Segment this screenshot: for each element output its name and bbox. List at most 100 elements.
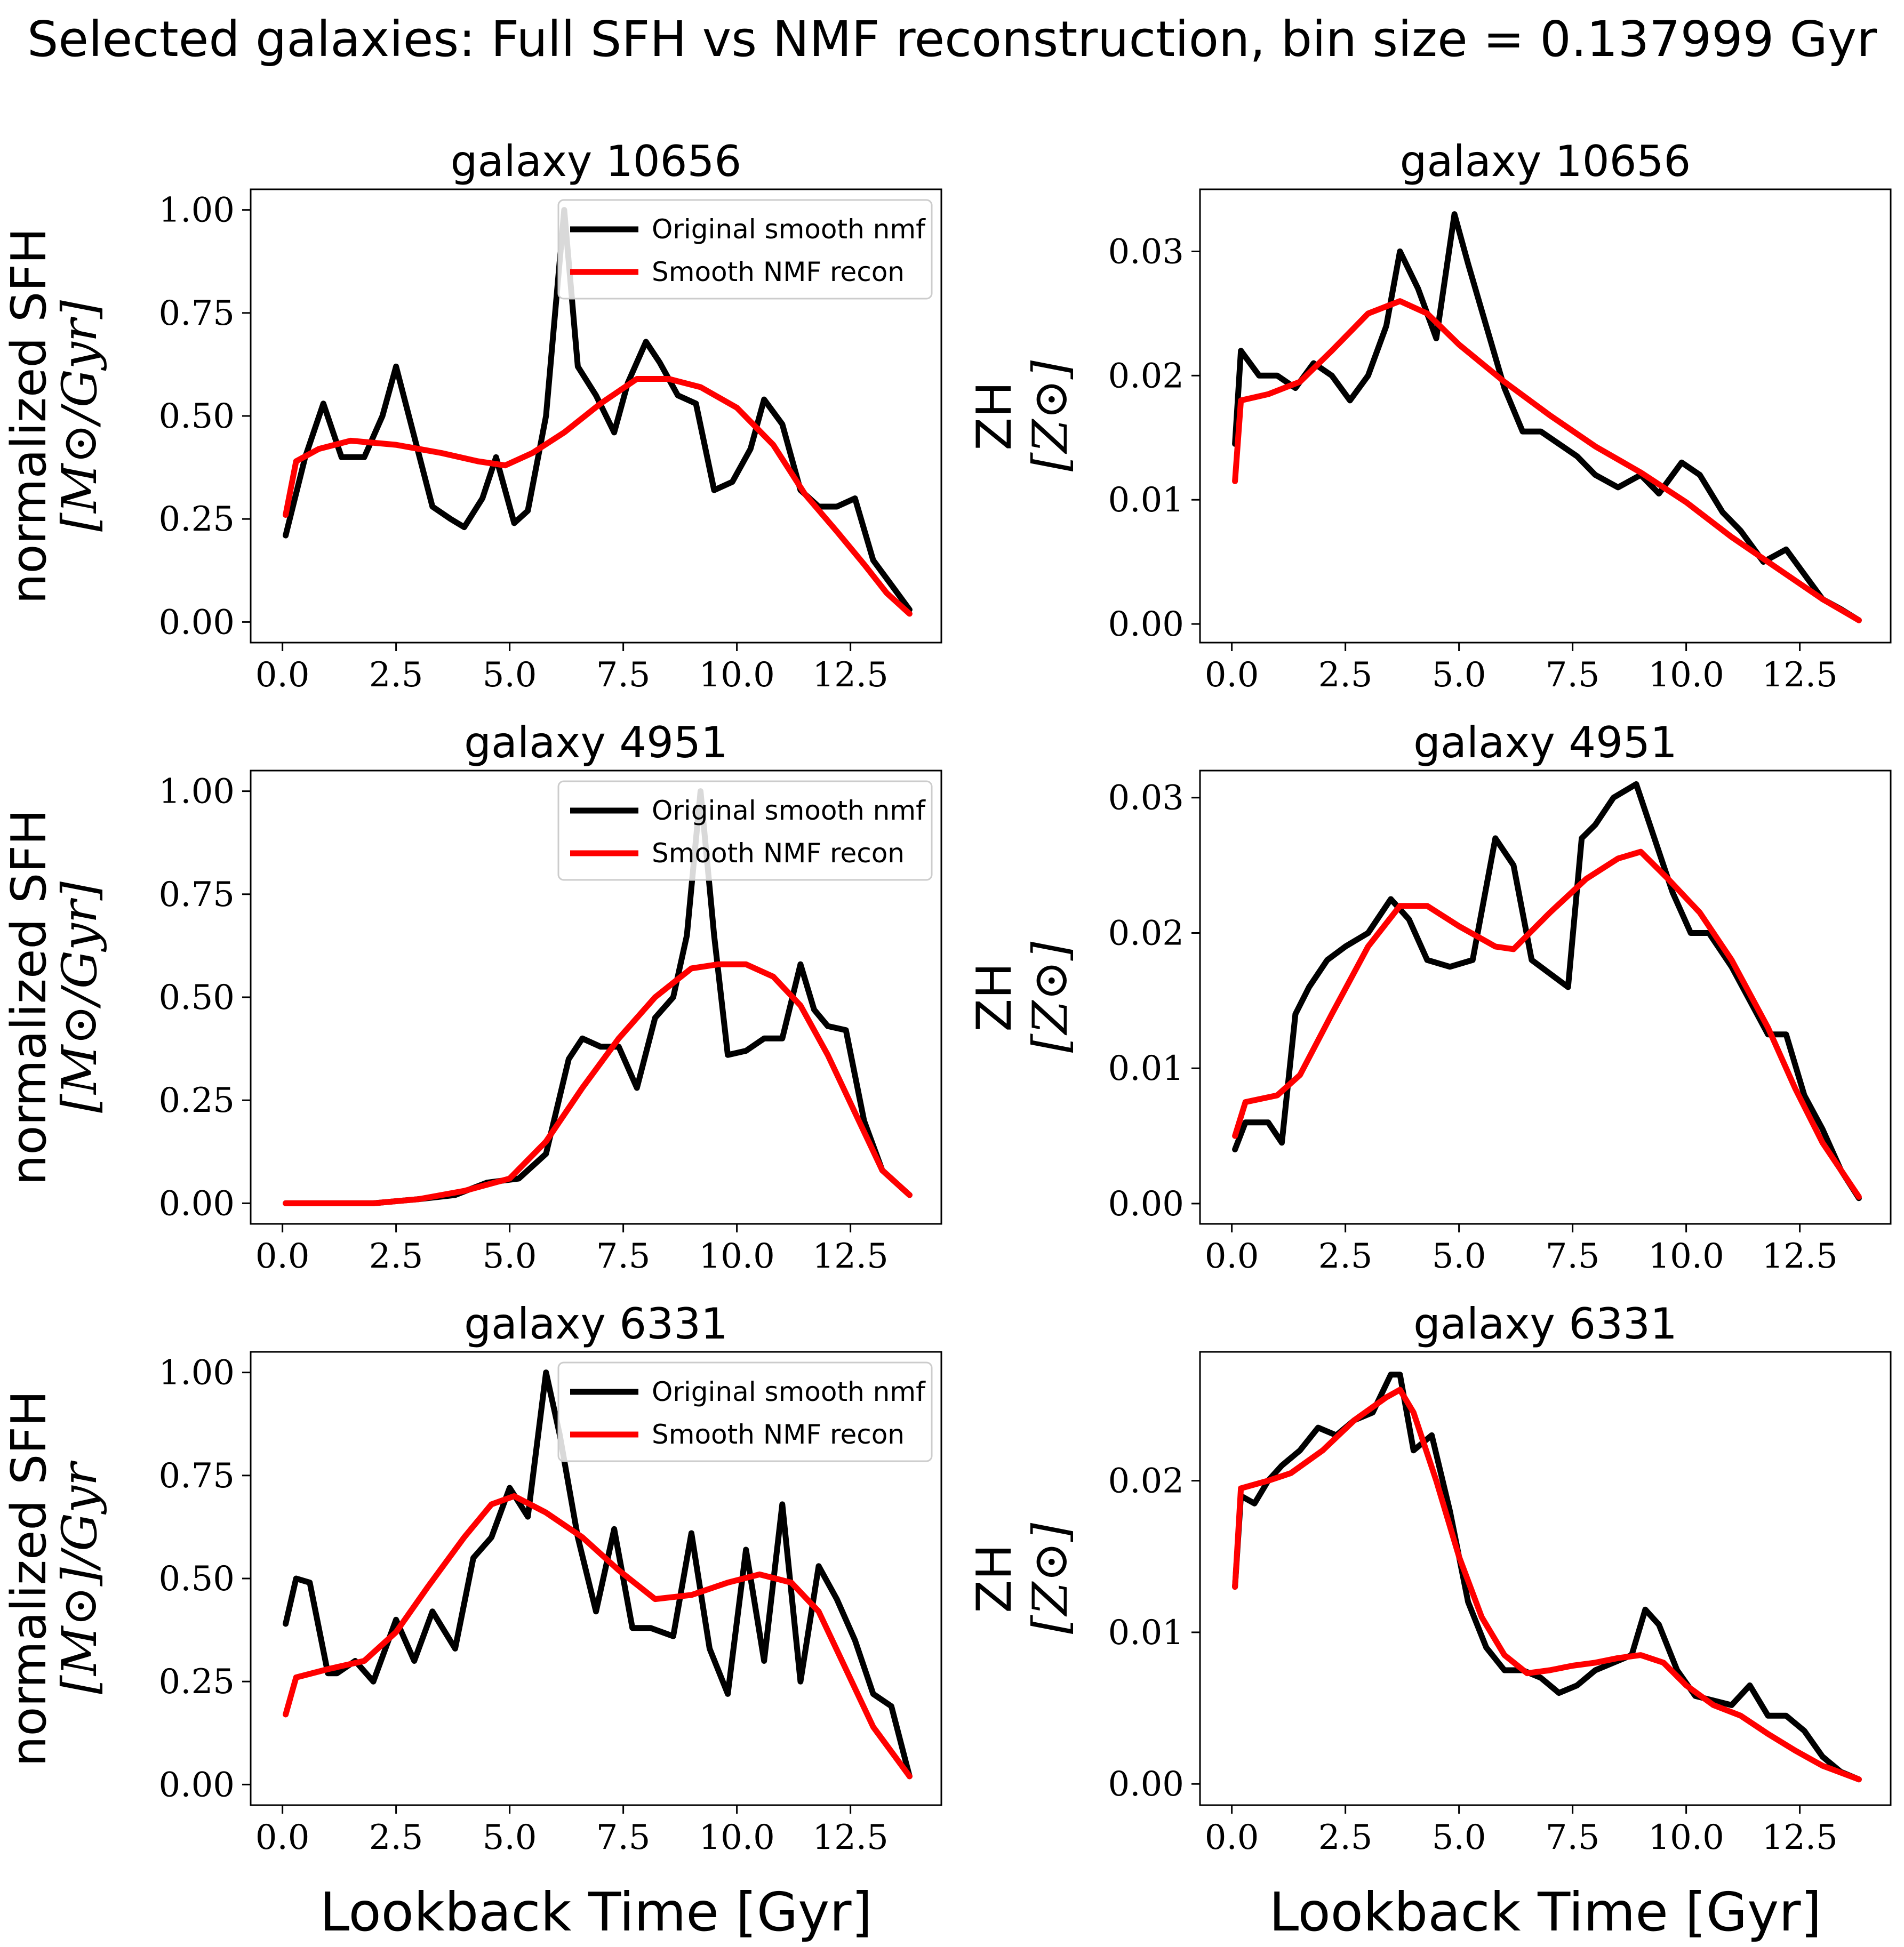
- panel-title: galaxy 4951: [1413, 718, 1677, 767]
- y-tick-label: 0.00: [159, 1184, 235, 1223]
- x-tick-label: 5.0: [1432, 1237, 1486, 1276]
- y-tick-label: 0.75: [159, 875, 235, 915]
- y-axis-label: ZH: [966, 1544, 1022, 1613]
- plot-frame: [1199, 1351, 1892, 1806]
- y-tick-label: 0.00: [1108, 1765, 1185, 1804]
- y-axis-label: ZH: [966, 963, 1022, 1031]
- x-tick-label: 7.5: [1546, 1237, 1600, 1276]
- x-tick-label: 10.0: [1648, 655, 1724, 695]
- y-axis-unit-label: [M⊙/Gyr]: [52, 881, 108, 1113]
- y-tick-label: 0.00: [1108, 1184, 1185, 1224]
- panel-title: galaxy 10656: [1400, 137, 1691, 186]
- legend-box: [557, 780, 933, 881]
- y-tick-label: 0.03: [1108, 232, 1185, 271]
- series-line-recon: [283, 1493, 913, 1780]
- x-tick-label: 2.5: [1318, 1818, 1373, 1857]
- x-tick-label: 0.0: [255, 1818, 310, 1857]
- x-tick-label: 12.5: [812, 655, 889, 695]
- series-line-recon: [283, 961, 913, 1206]
- plot-frame: [1199, 770, 1892, 1225]
- x-tick-label: 0.0: [1205, 1818, 1259, 1857]
- legend: Original smooth nmf Smooth NMF recon: [557, 780, 933, 881]
- y-axis-label: normalized SFH: [1, 228, 57, 604]
- x-tick-label: 12.5: [1762, 1818, 1838, 1857]
- x-tick-label: 5.0: [483, 1818, 537, 1857]
- x-tick-label: 0.0: [255, 1237, 310, 1276]
- y-tick-label: 0.50: [159, 1559, 235, 1599]
- y-tick-label: 0.25: [159, 1081, 235, 1120]
- legend-label: Original smooth nmf: [652, 795, 926, 826]
- figure-title: Selected galaxies: Full SFH vs NMF recon…: [27, 11, 1877, 68]
- y-tick-label: 0.01: [1108, 480, 1185, 520]
- legend-box: [557, 1361, 933, 1462]
- chart-panel-1: galaxy 10656 0.0 2.5 5.0 7.5 10.0 12.5 0.00 0.25…: [1, 137, 942, 695]
- y-tick-label: 0.25: [159, 500, 235, 539]
- x-tick-label: 5.0: [1432, 655, 1486, 695]
- x-tick-label: 10.0: [699, 1818, 775, 1857]
- legend-box: [557, 199, 933, 300]
- x-tick-label: 5.0: [1432, 1818, 1486, 1857]
- panel-title: galaxy 10656: [451, 137, 742, 186]
- x-axis-label: Lookback Time [Gyr]: [1269, 1881, 1822, 1943]
- x-axis-label: Lookback Time [Gyr]: [320, 1881, 873, 1943]
- chart-panel-6: galaxy 6331 0.0 2.5 5.0 7.5 10.0 12.5 0.00 0.01 0…: [966, 1299, 1892, 1943]
- series-line-recon: [1232, 848, 1862, 1200]
- x-tick-label: 10.0: [1648, 1237, 1724, 1276]
- x-tick-label: 0.0: [1205, 1237, 1259, 1276]
- panel-title: galaxy 6331: [1413, 1299, 1677, 1349]
- x-tick-label: 5.0: [483, 655, 537, 695]
- x-tick-label: 10.0: [699, 1237, 775, 1276]
- y-tick-label: 0.01: [1108, 1613, 1185, 1653]
- y-axis-unit-label: [Z⊙]: [1022, 360, 1078, 471]
- series-line-original: [283, 1369, 913, 1780]
- series-line-recon: [283, 376, 913, 617]
- series-line-recon: [1232, 1387, 1862, 1783]
- legend-label: Original smooth nmf: [652, 214, 926, 245]
- plot-frame: [1199, 188, 1892, 644]
- legend: Original smooth nmf Smooth NMF recon: [557, 199, 933, 300]
- x-tick-label: 7.5: [1546, 1818, 1600, 1857]
- chart-panel-3: galaxy 4951 0.0 2.5 5.0 7.5 10.0 12.5 0.00 0.25 0…: [1, 718, 942, 1276]
- y-tick-label: 0.75: [159, 294, 235, 333]
- chart-panel-4: galaxy 4951 0.0 2.5 5.0 7.5 10.0 12.5 0.00 0.01 0…: [966, 718, 1892, 1276]
- x-tick-label: 7.5: [596, 655, 651, 695]
- y-tick-label: 1.00: [159, 772, 235, 812]
- x-tick-label: 7.5: [1546, 655, 1600, 695]
- y-axis-label: normalized SFH: [1, 1390, 57, 1766]
- x-tick-label: 2.5: [369, 655, 423, 695]
- x-tick-label: 7.5: [596, 1237, 651, 1276]
- y-tick-label: 0.02: [1108, 914, 1185, 953]
- legend-label: Smooth NMF recon: [652, 257, 905, 287]
- series-line-original: [1232, 211, 1862, 623]
- x-tick-label: 12.5: [1762, 1237, 1838, 1276]
- panel-title: galaxy 6331: [464, 1299, 728, 1349]
- y-tick-label: 1.00: [159, 191, 235, 230]
- chart-panel-2: galaxy 10656 0.0 2.5 5.0 7.5 10.0 12.5 0.00 0.01…: [966, 137, 1892, 695]
- x-tick-label: 0.0: [255, 655, 310, 695]
- y-tick-label: 0.00: [159, 603, 235, 642]
- y-tick-label: 0.75: [159, 1456, 235, 1496]
- x-tick-label: 7.5: [596, 1818, 651, 1857]
- y-tick-label: 1.00: [159, 1353, 235, 1393]
- x-tick-label: 2.5: [369, 1237, 423, 1276]
- series-line-recon: [1232, 298, 1862, 623]
- x-tick-label: 2.5: [1318, 655, 1373, 695]
- x-tick-label: 12.5: [812, 1818, 889, 1857]
- y-axis-label: normalized SFH: [1, 809, 57, 1185]
- y-tick-label: 0.03: [1108, 779, 1185, 818]
- y-axis-unit-label: [M⊙]/Gyr: [52, 1460, 108, 1694]
- y-axis-unit-label: [Z⊙]: [1022, 1523, 1078, 1634]
- panel-title: galaxy 4951: [464, 718, 728, 767]
- y-tick-label: 0.02: [1108, 356, 1185, 396]
- x-tick-label: 10.0: [1648, 1818, 1724, 1857]
- y-axis-unit-label: [Z⊙]: [1022, 941, 1078, 1053]
- y-tick-label: 0.00: [159, 1765, 235, 1805]
- x-tick-label: 2.5: [1318, 1237, 1373, 1276]
- y-tick-label: 0.25: [159, 1662, 235, 1702]
- y-tick-label: 0.01: [1108, 1049, 1185, 1088]
- y-tick-label: 0.50: [159, 397, 235, 436]
- x-tick-label: 12.5: [1762, 655, 1838, 695]
- x-tick-label: 0.0: [1205, 655, 1259, 695]
- y-axis-unit-label: [M⊙/Gyr]: [52, 300, 108, 532]
